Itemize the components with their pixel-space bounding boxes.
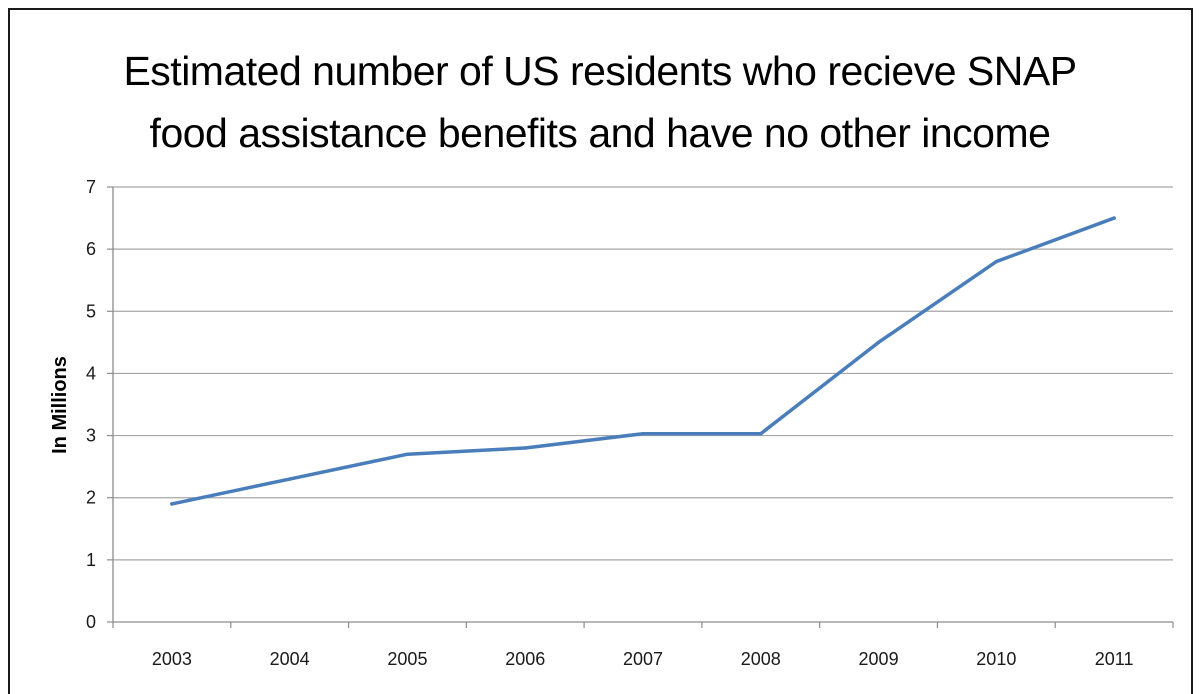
chart-frame [8,8,1193,694]
x-tick-label: 2004 [270,649,310,669]
series [170,216,1116,506]
axes [107,186,1174,628]
x-tick-label: 2006 [505,649,545,669]
x-tick-label: 2009 [859,649,899,669]
x-tick-labels: 2003 2004 2005 2006 2007 2008 2009 2010 2011 [152,649,1134,669]
data-point [405,452,410,456]
chart-title: Estimated number of US residents who rec… [60,40,1140,164]
chart-title-line-1: Estimated number of US residents who rec… [123,48,1077,94]
data-point [759,431,763,436]
series-line [170,216,1116,506]
x-tick-label: 2011 [1095,649,1134,669]
y-tick-label: 1 [86,550,96,570]
y-tick-label: 2 [86,488,96,508]
x-tick-label: 2007 [623,649,663,669]
data-point [994,259,999,264]
y-tick-label: 7 [86,177,96,197]
data-point [876,340,881,345]
x-tick-label: 2008 [741,649,781,669]
data-point [641,431,645,436]
data-point [170,502,174,506]
y-tick-labels: 0 1 2 3 4 5 6 7 [86,177,96,632]
data-point [287,477,292,481]
y-axis-title: In Millions [49,356,71,454]
data-point [1112,216,1116,220]
x-tick-label: 2010 [976,649,1016,669]
x-tick-label: 2005 [387,649,427,669]
y-tick-label: 0 [86,612,96,632]
x-tick-label: 2003 [152,649,192,669]
y-tick-label: 4 [86,363,96,383]
data-point [523,446,527,450]
y-tick-label: 6 [86,239,96,259]
y-tick-label: 3 [86,426,96,446]
chart-title-line-2: food assistance benefits and have no oth… [149,110,1051,156]
y-tick-label: 5 [86,301,96,321]
gridlines [113,186,1173,561]
